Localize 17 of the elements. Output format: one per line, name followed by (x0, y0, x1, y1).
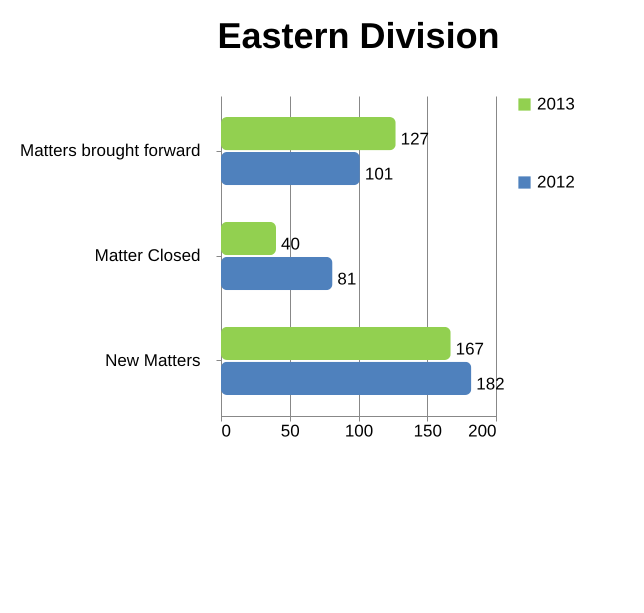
y-tick-label: Matter Closed (94, 246, 200, 265)
chart-title: Eastern Division (217, 15, 500, 56)
x-tick-label: 100 (344, 422, 374, 440)
x-tick-label: 150 (414, 422, 442, 440)
y-tick-label: New Matters (105, 350, 200, 370)
legend-label: 2013 (537, 94, 575, 114)
data-label: 81 (337, 269, 356, 288)
data-label: 40 (281, 234, 300, 254)
data-label: 101 (364, 164, 394, 184)
y-tick-label: Matters brought forward (20, 141, 200, 160)
legend-label: 2012 (537, 172, 575, 192)
x-tick-label: 200 (468, 422, 496, 440)
x-tick-label: 50 (280, 422, 300, 440)
data-label: 182 (476, 374, 505, 394)
x-tick-label: 0 (222, 422, 231, 440)
data-label: 167 (456, 339, 484, 358)
data-label: 127 (400, 130, 429, 149)
